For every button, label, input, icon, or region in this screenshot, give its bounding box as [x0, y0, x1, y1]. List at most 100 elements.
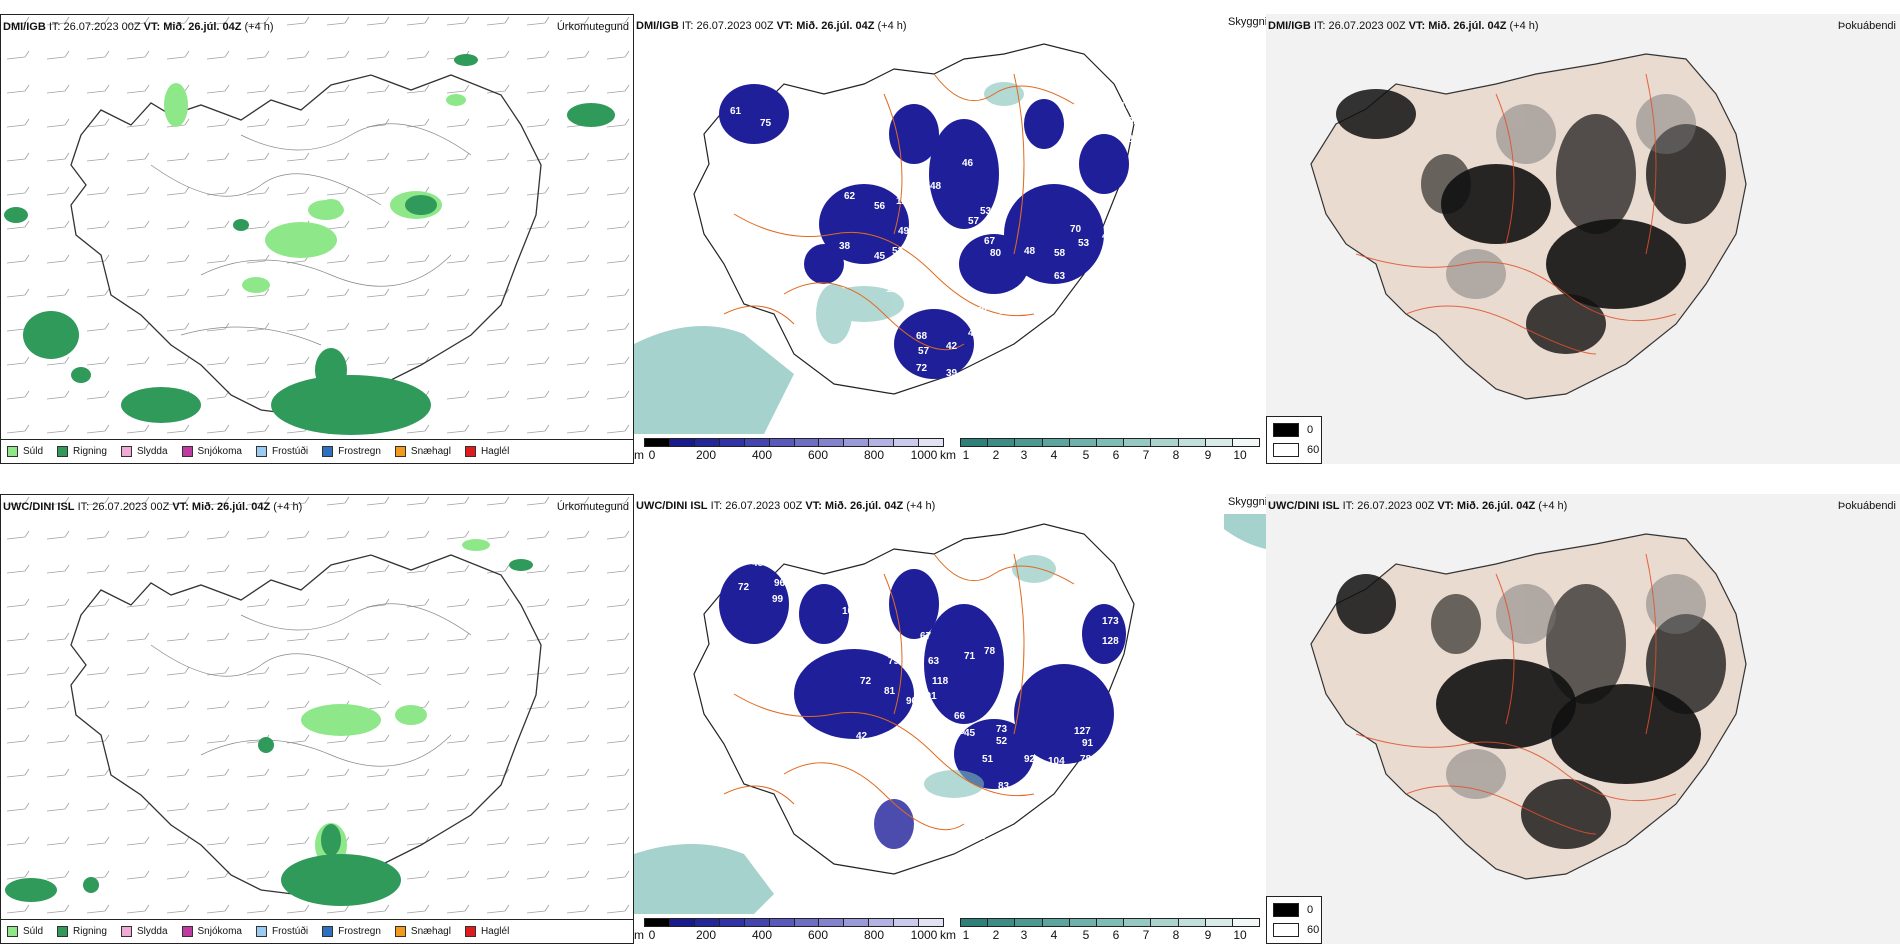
ceiling-value-label: 62 — [746, 71, 758, 82]
ceiling-value-label: 118 — [932, 676, 949, 687]
ceiling-value-label: 45 — [964, 728, 976, 739]
legend-item: Frostregn — [322, 446, 381, 457]
ceiling-value-label: 67 — [964, 811, 976, 822]
panel-header: DMI/IGB IT: 26.07.2023 00Z VT: Mið. 26.j… — [636, 20, 907, 32]
legend-item: Frostúði — [255, 446, 308, 457]
legend-item: Rigning — [57, 926, 107, 937]
panel-title-precip-type: Úrkomutegund — [556, 501, 629, 513]
ceiling-value-label: 52 — [922, 296, 934, 307]
vis-unit: km — [940, 448, 956, 462]
ceiling-value-label: 80 — [990, 248, 1002, 259]
ceiling-value-label: 93 — [1144, 178, 1156, 189]
vis-tick: 2 — [992, 448, 1000, 462]
ceiling-value-label: 52 — [804, 206, 816, 217]
ceiling-value-label: 103 — [1120, 101, 1137, 112]
ceiling-value-label: 105 — [784, 626, 801, 637]
ceiling-value-label: 87 — [866, 616, 878, 627]
ceiling-value-label: 67 — [920, 631, 932, 642]
ceiling-value-label: 103 — [842, 606, 859, 617]
ceiling-value-label: 68 — [916, 331, 928, 342]
vis-tick: 2 — [992, 928, 1000, 942]
legend-item: Haglél — [464, 926, 509, 937]
lead-time: (+4 h) — [1538, 500, 1568, 512]
ceiling-value-label: 71 — [964, 651, 976, 662]
ceiling-value-label: 87 — [1150, 148, 1162, 159]
ceiling-value-label: 48 — [752, 558, 764, 569]
panel-header: UWC/DINI ISL IT: 26.07.2023 00Z VT: Mið.… — [636, 500, 935, 512]
ceiling-value-label: 52 — [974, 831, 986, 842]
legend-swatch — [255, 446, 267, 457]
ceiling-value-label: 70 — [1070, 224, 1082, 235]
ceiling-colorbar: m 0 200 400 600 800 1000 km 1 2 3 4 5 6 … — [634, 438, 1266, 462]
ceiling-value-label: 78 — [984, 646, 996, 657]
legend-item: Snjókoma — [181, 446, 242, 457]
precip-legend: Súld Rigning Slydda Snjókoma Frostúði Fr… — [1, 919, 633, 943]
ceiling-value-label: 76 — [994, 708, 1006, 719]
legend-swatch — [57, 926, 69, 937]
ceiling-value-label: 40 — [968, 328, 980, 339]
ceiling-value-label: 56 — [874, 201, 886, 212]
legend-swatch — [120, 446, 132, 457]
ceiling-value-label: 128 — [896, 196, 913, 207]
init-time: IT: 26.07.2023 00Z — [48, 21, 141, 33]
legend-swatch — [394, 926, 406, 937]
ceiling-value-label: 57 — [918, 346, 930, 357]
ceiling-visibility-panel-bottom: 48 96 72 99 105 50 103 87 79 67 63 71 78 72 81 101 90 118… — [634, 494, 1266, 944]
legend-item: Slydda — [120, 926, 168, 937]
init-time: IT: 26.07.2023 00Z — [1313, 20, 1406, 32]
ceiling-value-label: 51 — [982, 754, 994, 765]
ceiling-value-label: 96 — [774, 578, 786, 589]
ceiling-value-label: 54 — [994, 866, 1006, 877]
ceiling-value-label: 34 — [938, 866, 950, 877]
ceiling-value-label: 52 — [976, 306, 988, 317]
ceiling-value-label: 53 — [980, 206, 992, 217]
fog-panel-bottom: UWC/DINI ISL IT: 26.07.2023 00Z VT: Mið.… — [1266, 494, 1900, 944]
ceiling-value-label: 68 — [994, 811, 1006, 822]
fog-legend-swatch — [1273, 423, 1299, 437]
vis-tick: 8 — [1172, 928, 1180, 942]
panel-title-cloud-base: Þokuábendi — [1837, 500, 1896, 512]
precip-map-bottom — [1, 495, 633, 943]
vis-tick: 9 — [1204, 928, 1212, 942]
ceiling-value-label: 39 — [946, 368, 958, 379]
ceiling-tick: 600 — [807, 448, 829, 462]
ceiling-value-label: 76 — [980, 841, 992, 852]
init-time: IT: 26.07.2023 00Z — [1342, 500, 1435, 512]
ceiling-value-label: 91 — [1082, 738, 1094, 749]
ceiling-value-label: 30 — [936, 904, 948, 914]
visibility-colorbar-strip — [960, 438, 1260, 447]
ceiling-value-label: 101 — [920, 691, 937, 702]
ceiling-value-label: 46 — [962, 158, 974, 169]
vis-tick: 6 — [1112, 448, 1120, 462]
ceiling-value-label: 104 — [1048, 756, 1065, 767]
legend-swatch — [181, 926, 193, 937]
ceiling-value-label: 92 — [1128, 116, 1140, 127]
ceiling-tick: 400 — [751, 928, 773, 942]
fog-map-bottom — [1266, 494, 1900, 944]
visibility-colorbar-strip — [960, 918, 1260, 927]
ceiling-value-label: 53 — [1078, 238, 1090, 249]
valid-time: Mið. 26.júl. 04Z — [1428, 20, 1507, 32]
legend-swatch — [120, 926, 132, 937]
legend-swatch — [181, 446, 193, 457]
lead-time: (+4 h) — [906, 500, 936, 512]
ceiling-value-label: 56 — [1110, 596, 1122, 607]
ceiling-value-label: 81 — [884, 686, 896, 697]
ceiling-value-label: 64 — [764, 146, 776, 157]
ceiling-value-label: 72 — [916, 363, 928, 374]
precip-legend: Súld Rigning Slydda Snjókoma Frostúði Fr… — [1, 439, 633, 463]
panel-header: UWC/DINI ISL IT: 26.07.2023 00Z VT: Mið.… — [3, 501, 302, 513]
valid-time-label: VT: — [1408, 20, 1426, 32]
vis-tick: 5 — [1082, 928, 1090, 942]
vis-tick: 3 — [1020, 448, 1028, 462]
lead-time: (+4 h) — [273, 501, 303, 513]
vis-tick: 8 — [1172, 448, 1180, 462]
ceiling-value-label: 111 — [886, 284, 902, 295]
ceiling-value-label: 48 — [1024, 246, 1036, 257]
ceiling-value-label: 66 — [954, 711, 966, 722]
ceiling-value-label: 173 — [1102, 616, 1119, 627]
fog-legend-swatch — [1273, 443, 1299, 457]
ceiling-value-label: 69 — [806, 101, 818, 112]
vis-tick: 10 — [1233, 928, 1247, 942]
